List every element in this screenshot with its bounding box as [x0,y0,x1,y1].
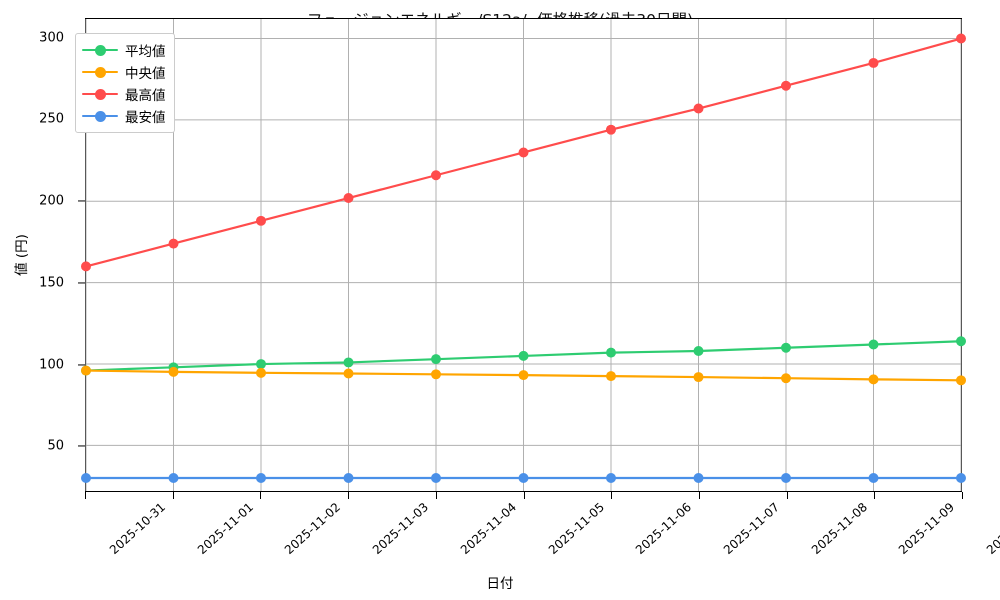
data-point [956,473,966,483]
data-point [606,124,616,135]
x-tick-mark [523,492,525,499]
legend-item-2[interactable]: 中央値 [82,61,166,83]
data-point [781,80,791,91]
x-tick-label: 2025-11-06 [633,500,695,558]
y-tick-mark [78,363,85,366]
legend-label: 平均値 [125,44,166,60]
data-point [956,375,966,386]
x-tick-label: 2025-11-08 [808,500,870,558]
data-point [693,346,704,357]
data-point [431,369,441,380]
data-point [693,103,704,114]
data-point [781,342,791,353]
data-point [431,473,441,483]
y-axis-label: 値 (円) [14,234,30,276]
legend-item-1[interactable]: 平均値 [82,39,166,61]
legend-label: 中央値 [125,66,166,82]
y-tick-label: 100 [39,357,64,372]
data-point [693,473,704,483]
y-tick-label: 150 [39,275,64,291]
y-tick-label: 50 [47,438,64,454]
data-point [343,357,354,368]
data-point [868,374,879,385]
data-point [693,372,704,383]
x-tick-label: 2025-11-09 [896,500,958,558]
y-tick-mark [78,200,85,202]
legend-label: 最高値 [125,88,166,104]
x-tick-label: 2025-11-01 [194,500,256,558]
x-tick-mark [348,492,350,499]
series-4 [81,473,966,483]
x-tick-label: 2025-11-07 [720,500,783,558]
y-tick-label: 300 [39,30,64,46]
x-tick-mark [698,492,700,499]
series-2 [81,365,966,386]
y-tick-label: 200 [39,193,64,209]
legend-marker-icon [82,65,118,79]
data-point [781,473,791,483]
legend-item-4[interactable]: 最安値 [82,105,166,127]
legend-item-3[interactable]: 最高値 [82,83,166,105]
legend-marker-icon [82,43,118,57]
data-point [868,57,879,68]
plot-area [81,18,966,492]
data-point [168,238,179,249]
series-1 [81,336,966,376]
data-point [256,367,266,378]
x-tick-mark [786,492,788,499]
data-point [518,147,529,158]
x-tick-label: 2025-10-31 [106,500,169,558]
data-point [868,473,879,483]
y-tick-mark [78,282,85,284]
x-tick-mark [611,492,613,499]
x-tick-mark [260,492,262,499]
data-point [431,170,441,181]
y-tick-label: 250 [39,111,64,127]
data-point [518,350,529,361]
data-point [168,366,179,377]
data-point [518,473,529,483]
x-tick-label: 2025-11-05 [545,500,607,558]
x-tick-mark [962,492,964,499]
data-point [256,473,266,483]
x-tick-mark [874,492,876,499]
data-point [81,261,91,272]
data-point [868,339,879,350]
x-tick-label: 2025-11-04 [457,500,519,558]
data-point [81,365,91,376]
x-tick-label: 2025-11-02 [282,500,344,558]
data-point [606,371,616,382]
data-point [518,370,529,381]
data-point [781,373,791,384]
data-series-layer [81,33,966,483]
x-tick-mark [435,492,437,499]
data-point [168,473,179,483]
x-tick-label: 2025-11-10 [983,500,1000,558]
data-point [431,354,441,365]
data-point [343,193,354,204]
legend-label: 最安値 [125,110,166,126]
data-point [606,473,616,483]
x-axis-label: 日付 [486,576,514,592]
legend-marker-icon [82,87,118,101]
y-tick-mark [78,445,85,447]
data-point [343,368,354,379]
x-tick-mark [85,492,87,499]
data-point [343,473,354,483]
data-point [956,336,966,347]
data-point [256,215,266,226]
series-3 [81,33,966,272]
data-point [956,33,966,44]
data-point [81,473,91,483]
chart-legend: 平均値中央値最高値最安値 [75,33,175,133]
data-point [256,359,266,370]
x-tick-label: 2025-11-03 [370,500,432,558]
legend-marker-icon [82,109,118,123]
x-tick-mark [172,492,174,499]
data-point [606,347,616,358]
